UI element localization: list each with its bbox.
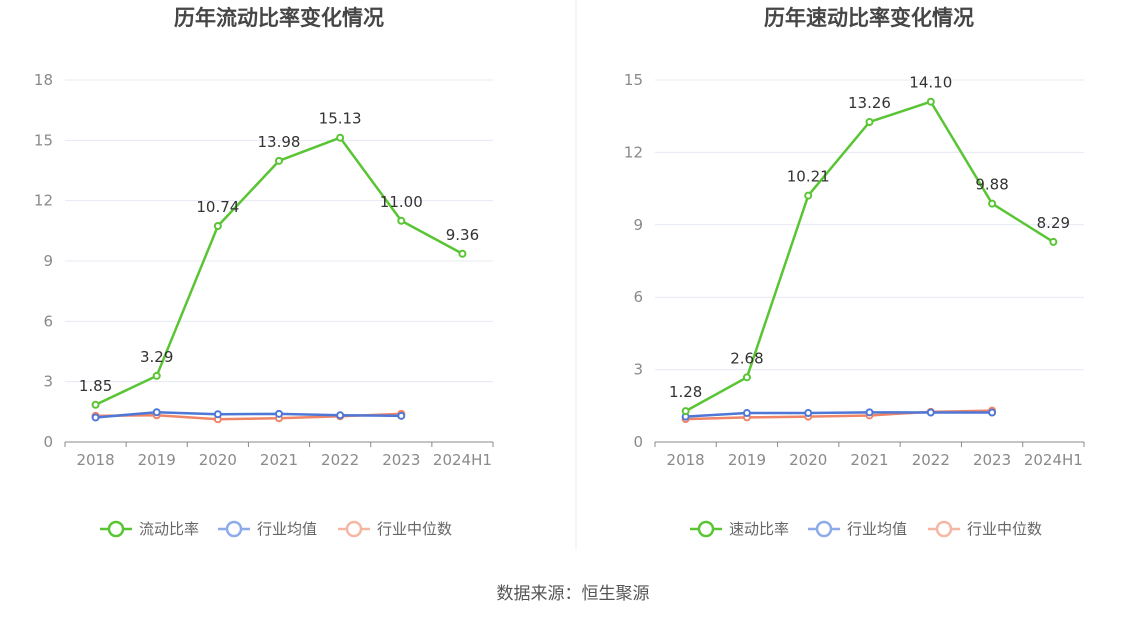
y-tick-label: 9 xyxy=(43,252,53,270)
data-point[interactable] xyxy=(926,97,935,106)
data-label: 13.26 xyxy=(848,94,891,112)
data-label: 9.36 xyxy=(446,226,479,244)
x-tick-label: 2024H1 xyxy=(433,451,492,469)
y-tick-label: 9 xyxy=(633,216,643,234)
data-label: 10.74 xyxy=(196,198,239,216)
legend-item[interactable]: 行业均值 xyxy=(218,520,317,538)
data-source-note: 数据来源：恒生聚源 xyxy=(497,584,650,604)
legend-marker-icon xyxy=(815,520,833,538)
x-tick-label: 2022 xyxy=(912,451,950,469)
chart-title: 历年速动比率变化情况 xyxy=(764,6,974,30)
data-label: 15.13 xyxy=(319,110,362,128)
x-tick-label: 2021 xyxy=(260,451,298,469)
x-tick-label: 2018 xyxy=(667,451,705,469)
x-tick-label: 2020 xyxy=(199,451,237,469)
data-point[interactable] xyxy=(91,413,100,422)
data-point[interactable] xyxy=(988,199,997,208)
legend-item[interactable]: 流动比率 xyxy=(100,520,199,538)
y-tick-label: 12 xyxy=(34,192,53,210)
data-label: 8.29 xyxy=(1037,214,1070,232)
series-industry-mean xyxy=(681,408,997,421)
data-label: 2.68 xyxy=(730,349,763,367)
y-tick-label: 12 xyxy=(624,143,643,161)
data-point[interactable] xyxy=(742,373,751,382)
y-tick-label: 15 xyxy=(34,131,53,149)
data-point[interactable] xyxy=(152,408,161,417)
data-point[interactable] xyxy=(275,409,283,418)
data-point[interactable] xyxy=(681,407,690,416)
data-label: 14.10 xyxy=(909,74,952,92)
data-label: 3.29 xyxy=(140,348,173,366)
x-tick-label: 2022 xyxy=(321,451,359,469)
legend-marker-icon xyxy=(225,520,243,538)
data-point[interactable] xyxy=(1049,237,1058,246)
x-tick-label: 2021 xyxy=(850,451,888,469)
chart-quick-ratio: 历年速动比率变化情况 0 3 6 9 12 15 2018 2019 2020 2021 2022 20… xyxy=(624,6,1085,538)
y-tick-label: 0 xyxy=(633,433,643,451)
data-point[interactable] xyxy=(926,408,935,417)
y-tick-label: 18 xyxy=(34,71,53,89)
legend-item[interactable]: 行业中位数 xyxy=(928,520,1042,538)
data-point[interactable] xyxy=(152,371,161,380)
chart-title: 历年流动比率变化情况 xyxy=(174,6,384,30)
y-tick-label: 15 xyxy=(624,71,643,89)
x-tick-label: 2023 xyxy=(382,451,420,469)
series-main: 1.85 3.29 10.74 13.98 15.13 11.00 9.36 xyxy=(79,110,479,409)
legend-label: 行业均值 xyxy=(847,520,907,538)
legend-label: 行业均值 xyxy=(257,520,317,538)
legend-marker-icon xyxy=(697,520,715,538)
data-label: 1.85 xyxy=(79,377,112,395)
data-point[interactable] xyxy=(865,408,874,417)
legend-item[interactable]: 行业均值 xyxy=(808,520,907,538)
legend-marker-icon xyxy=(345,520,363,538)
y-tick-label: 3 xyxy=(633,361,643,379)
x-tick-label: 2019 xyxy=(138,451,176,469)
x-tick-label: 2023 xyxy=(973,451,1011,469)
data-point[interactable] xyxy=(91,400,100,409)
data-label: 9.88 xyxy=(975,176,1008,194)
data-point[interactable] xyxy=(397,411,406,420)
x-tick-label: 2024H1 xyxy=(1024,451,1083,469)
series-line xyxy=(95,410,402,419)
x-tick-label: 2020 xyxy=(789,451,827,469)
data-label: 13.98 xyxy=(258,133,301,151)
data-label: 1.28 xyxy=(669,383,702,401)
legend-label: 速动比率 xyxy=(729,520,789,538)
data-point[interactable] xyxy=(213,410,222,419)
legend-marker-icon xyxy=(107,520,125,538)
data-point[interactable] xyxy=(742,409,751,418)
y-tick-label: 0 xyxy=(43,433,53,451)
legend-item[interactable]: 速动比率 xyxy=(690,520,789,538)
data-point[interactable] xyxy=(865,117,874,126)
data-point[interactable] xyxy=(336,133,345,142)
data-point[interactable] xyxy=(397,216,406,225)
data-label: 10.21 xyxy=(787,168,830,186)
legend-label: 行业中位数 xyxy=(967,520,1042,538)
data-point[interactable] xyxy=(988,408,997,417)
data-point[interactable] xyxy=(804,191,813,200)
legend-label: 流动比率 xyxy=(139,520,199,538)
series-line xyxy=(685,411,993,418)
x-tick-label: 2018 xyxy=(76,451,114,469)
chart-current-ratio: 历年流动比率变化情况 0 3 6 9 12 15 18 2018 2019 2020 2021 2022… xyxy=(34,6,494,538)
data-point[interactable] xyxy=(336,411,345,420)
y-tick-label: 6 xyxy=(633,288,643,306)
y-tick-label: 3 xyxy=(43,373,53,391)
data-point[interactable] xyxy=(275,156,283,165)
y-tick-label: 6 xyxy=(43,312,53,330)
legend-label: 行业中位数 xyxy=(377,520,452,538)
data-point[interactable] xyxy=(213,222,222,231)
legend-marker-icon xyxy=(935,520,953,538)
data-point[interactable] xyxy=(804,409,813,418)
legend-item[interactable]: 行业中位数 xyxy=(338,520,452,538)
data-point[interactable] xyxy=(458,249,467,258)
series-main: 1.28 2.68 10.21 13.26 14.10 9.88 8.29 xyxy=(669,74,1070,416)
series-industry-mean xyxy=(91,408,406,422)
x-tick-label: 2019 xyxy=(728,451,766,469)
data-label: 11.00 xyxy=(380,193,423,211)
